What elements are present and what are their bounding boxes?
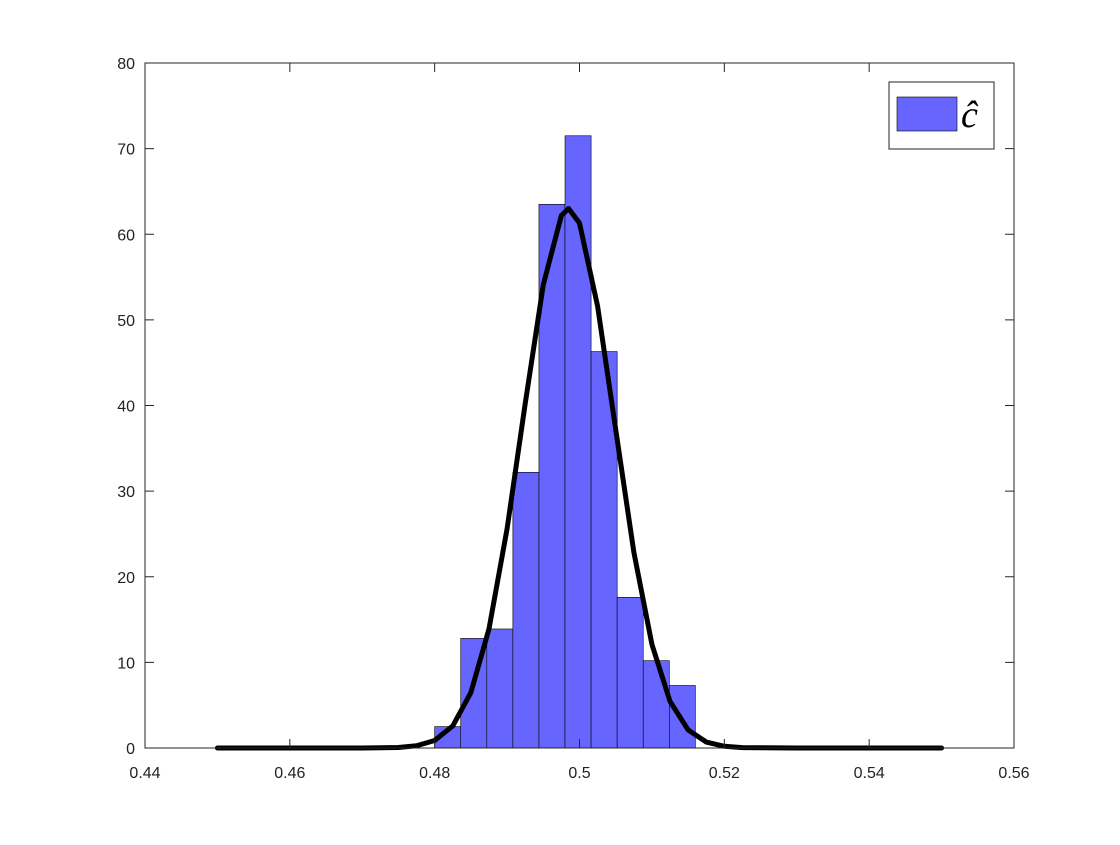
x-tick-label: 0.56 (998, 765, 1029, 782)
legend-swatch (896, 96, 958, 132)
y-tick-label: 80 (117, 56, 135, 73)
legend: ĉ (888, 81, 995, 150)
histogram-bar (642, 660, 670, 749)
y-tick-label: 40 (117, 399, 135, 416)
histogram-bar (486, 628, 514, 749)
y-tick-label: 20 (117, 570, 135, 587)
x-tick-label: 0.52 (709, 765, 740, 782)
legend-label: ĉ (961, 94, 979, 136)
x-tick-label: 0.46 (274, 765, 305, 782)
histogram-bar (512, 471, 540, 749)
x-tick-label: 0.54 (854, 765, 885, 782)
x-tick-label: 0.5 (568, 765, 590, 782)
x-tick-label: 0.48 (419, 765, 450, 782)
y-tick-label: 10 (117, 655, 135, 672)
y-tick-label: 50 (117, 313, 135, 330)
x-tick-label: 0.44 (129, 765, 160, 782)
y-tick-label: 30 (117, 484, 135, 501)
y-tick-label: 60 (117, 227, 135, 244)
fit-curve (214, 206, 945, 751)
histogram-bar (616, 596, 644, 749)
y-tick-label: 0 (126, 741, 135, 758)
y-tick-label: 70 (117, 142, 135, 159)
